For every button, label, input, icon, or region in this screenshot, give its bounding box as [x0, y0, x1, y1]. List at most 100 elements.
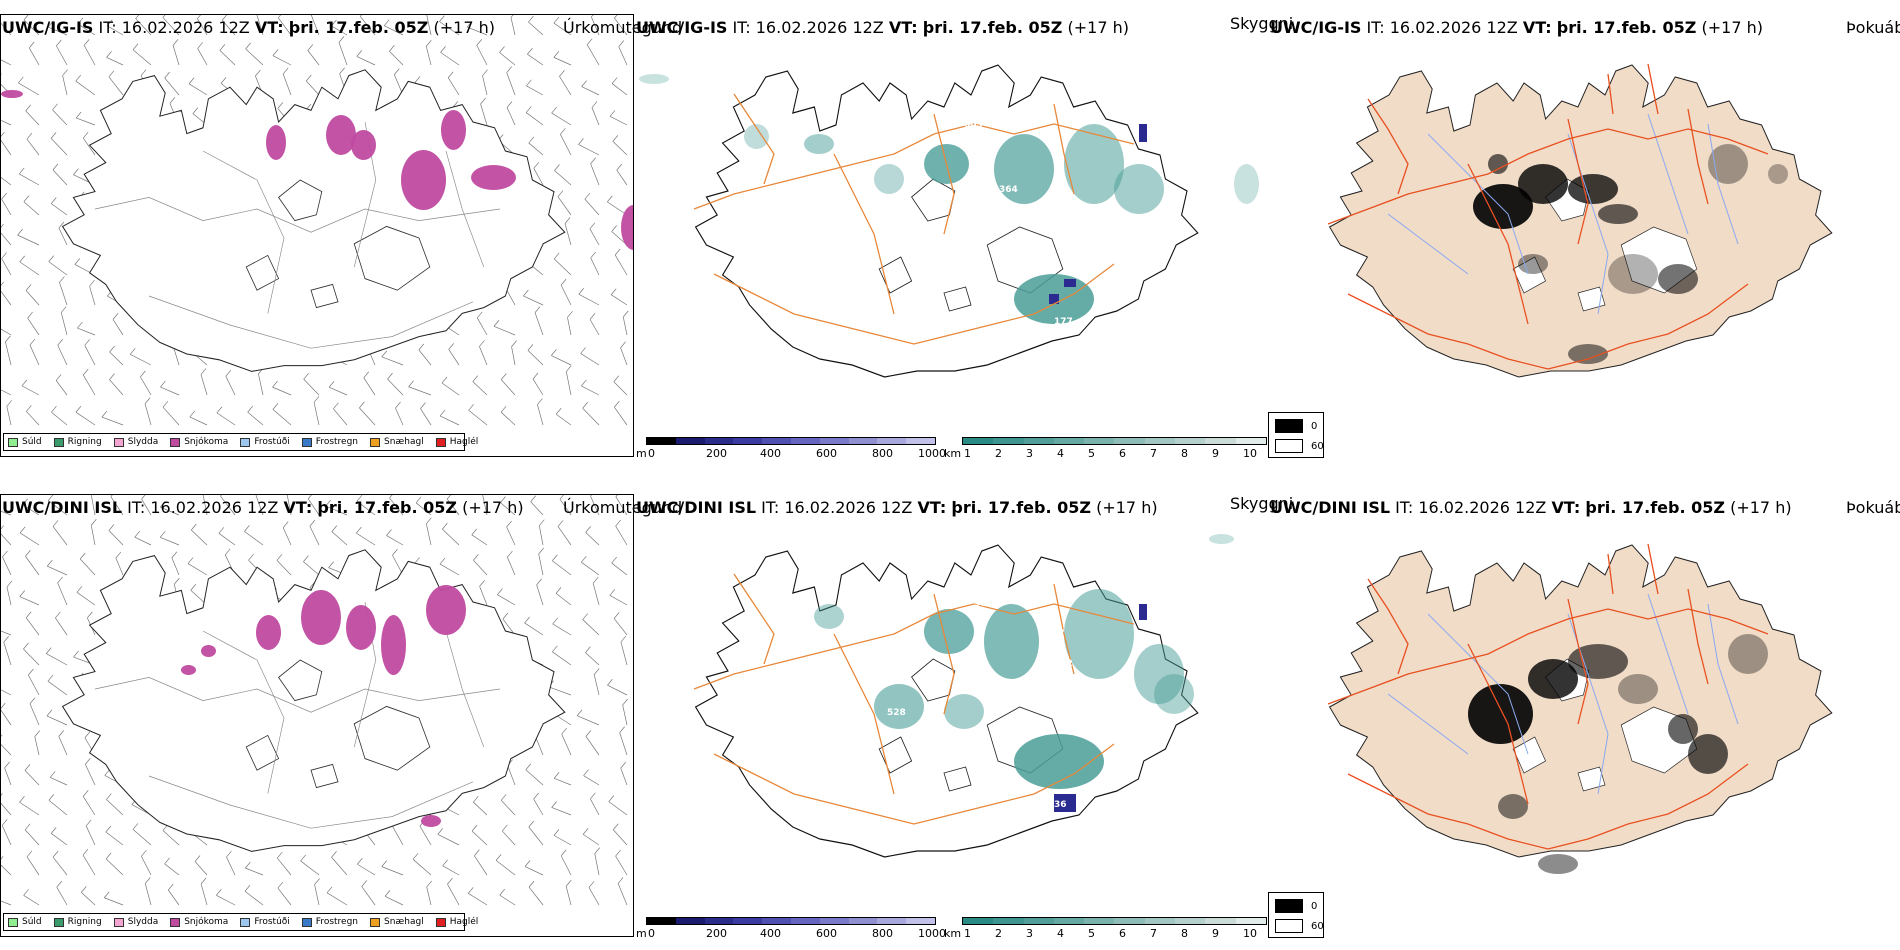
- wind-barb: [307, 498, 320, 516]
- wind-barb-feather: [555, 408, 562, 415]
- wind-barb: [526, 85, 544, 96]
- wind-barb: [446, 498, 460, 516]
- wind-barb: [160, 386, 180, 396]
- visibility-tick-label: 6: [1119, 447, 1126, 460]
- wind-barb-feather: [585, 646, 591, 653]
- colorbar-step: [704, 438, 734, 444]
- wind-barb: [277, 17, 292, 36]
- wind-barb: [106, 57, 124, 66]
- wind-barb: [172, 45, 180, 66]
- wind-barb-feather: [566, 365, 572, 372]
- wind-barb: [216, 412, 236, 426]
- wind-barb: [244, 890, 264, 906]
- wind-barb: [162, 406, 180, 426]
- wind-barb: [499, 894, 516, 906]
- wind-barb-feather: [331, 525, 338, 532]
- valid-time: þri. 17.feb. 05Z: [288, 18, 429, 37]
- wind-barb: [386, 535, 404, 546]
- wind-barb: [19, 173, 40, 186]
- glacier-area: [1577, 766, 1606, 792]
- wind-barb: [272, 55, 292, 66]
- wind-barb-feather: [75, 405, 82, 413]
- wind-barb: [244, 531, 264, 546]
- wind-barb-feather: [276, 851, 283, 859]
- wind-barb-feather: [525, 106, 532, 113]
- wind-barb-feather: [200, 877, 207, 885]
- wind-barb-feather: [106, 793, 112, 800]
- colorbar-step: [762, 438, 791, 444]
- wind-barb-feather: [87, 611, 93, 619]
- wind-barb-feather: [1, 252, 7, 259]
- wind-barb-feather: [506, 520, 512, 528]
- wind-barb: [333, 408, 348, 426]
- ceiling-tick-label: 0: [648, 927, 655, 940]
- wind-barb-feather: [62, 69, 68, 76]
- river-line: [1647, 113, 1689, 235]
- fog-area: [1658, 264, 1698, 294]
- wind-barb-feather: [23, 195, 30, 203]
- wind-barb: [482, 75, 488, 96]
- wind-barb: [1, 389, 12, 396]
- glacier-outline: [353, 705, 431, 771]
- visibility-panel-label: Skyggni: [1230, 14, 1294, 33]
- colorbar-step: [848, 918, 878, 924]
- wind-barb: [140, 376, 152, 396]
- wind-barb-feather: [360, 15, 362, 17]
- init-time: 16.02.2026 12Z: [1418, 498, 1547, 517]
- wind-barb: [258, 373, 264, 396]
- valid-time: þri. 17.feb. 05Z: [317, 498, 457, 517]
- wind-barb-feather: [447, 71, 454, 78]
- wind-barb-feather: [160, 380, 166, 388]
- wind-barb-feather: [190, 584, 197, 591]
- wind-barb: [360, 16, 376, 36]
- low-visibility-area: [924, 609, 974, 654]
- visibility-tick-label: 10: [1243, 447, 1257, 460]
- wind-barb: [560, 134, 572, 156]
- wind-barb-feather: [482, 69, 488, 76]
- wind-barb: [586, 44, 600, 66]
- wind-barb: [551, 112, 572, 126]
- wind-barb-feather: [52, 520, 59, 527]
- wind-barb-feather: [588, 881, 595, 888]
- wind-barb-feather: [21, 379, 28, 387]
- wind-barb: [589, 228, 600, 246]
- wind-barb: [524, 622, 544, 636]
- wind-barb: [576, 715, 600, 726]
- valid-time: þri. 17.feb. 05Z: [922, 18, 1063, 37]
- wind-barb: [523, 295, 544, 306]
- legend-swatch: [113, 437, 124, 447]
- wind-barb-feather: [620, 761, 627, 769]
- wind-barb-feather: [537, 398, 543, 405]
- init-time-label: IT:: [761, 498, 780, 517]
- wind-barb: [442, 865, 460, 876]
- wind-barb-feather: [25, 104, 31, 112]
- wind-barb: [593, 674, 600, 696]
- wind-barb-feather: [25, 611, 32, 619]
- legend-swatch: [8, 437, 18, 447]
- wind-barb-feather: [300, 854, 306, 862]
- low-visibility-area: [1064, 124, 1124, 204]
- visibility-tick-label: 8: [1181, 927, 1188, 940]
- wind-barb-feather: [28, 668, 34, 676]
- wind-barb: [106, 799, 124, 816]
- wind-barb-feather: [52, 103, 58, 111]
- wind-barb-feather: [553, 252, 560, 260]
- wind-barb: [442, 528, 460, 546]
- wind-barb: [607, 201, 628, 216]
- snow-area: [421, 815, 441, 827]
- legend-item: Slydda: [113, 917, 158, 927]
- wind-barb-feather: [19, 590, 26, 597]
- legend-label: Frostregn: [315, 437, 359, 447]
- wind-barb: [591, 107, 600, 126]
- wind-barb-feather: [551, 106, 557, 114]
- fog-area: [1688, 734, 1728, 774]
- wind-barb-feather: [585, 526, 591, 533]
- road-line: [1567, 118, 1589, 245]
- wind-barb-feather: [191, 523, 197, 531]
- ceiling-value-label: 759: [1054, 192, 1073, 202]
- wind-barb: [553, 57, 572, 66]
- wind-barb: [1, 177, 12, 186]
- wind-barb: [51, 203, 68, 216]
- visibility-tick-label: 10: [1243, 927, 1257, 940]
- visibility-tick-label: 7: [1150, 927, 1157, 940]
